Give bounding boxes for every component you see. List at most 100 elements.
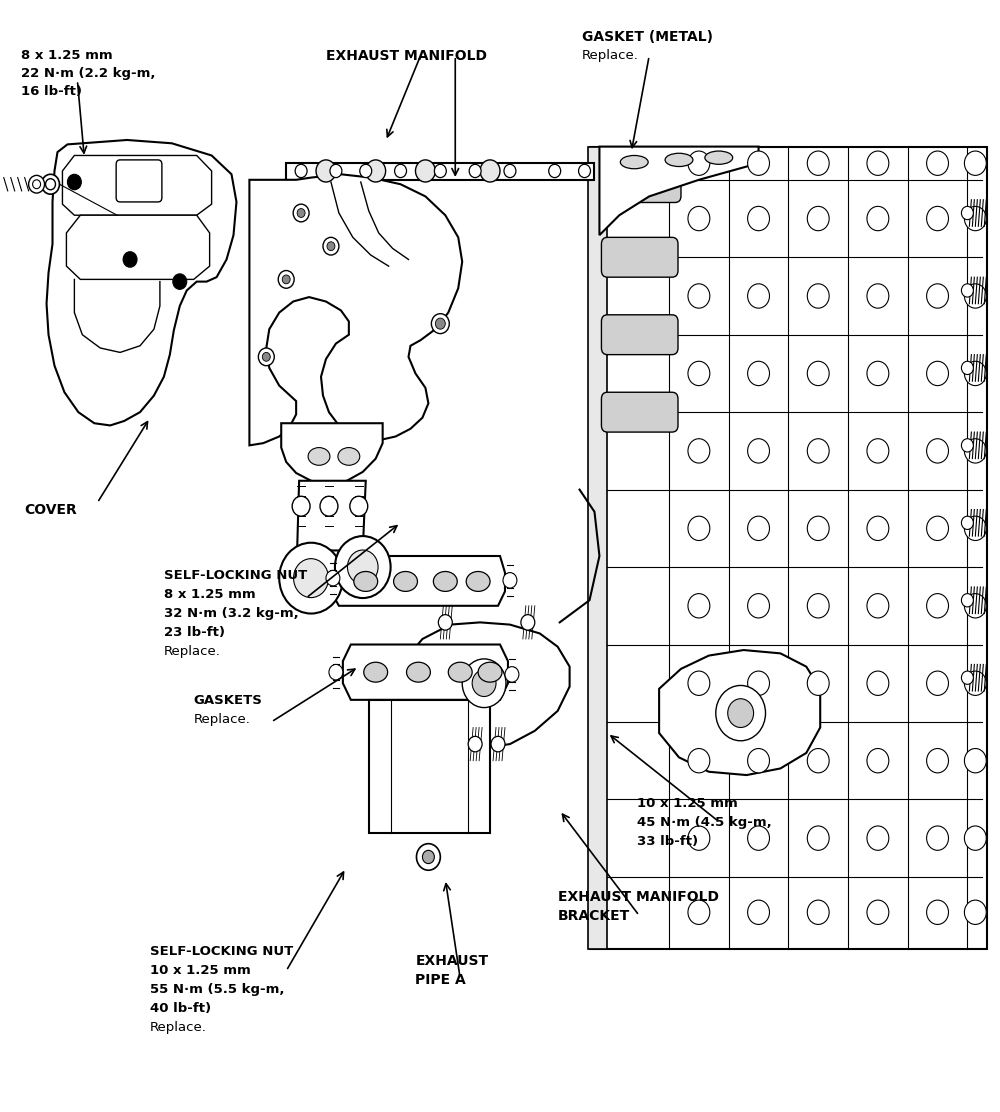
Polygon shape [343, 645, 508, 699]
Circle shape [350, 496, 368, 516]
Circle shape [316, 160, 336, 182]
Circle shape [867, 594, 889, 618]
Circle shape [807, 151, 829, 176]
FancyBboxPatch shape [116, 160, 162, 202]
Circle shape [927, 826, 948, 851]
Circle shape [964, 361, 986, 386]
Circle shape [927, 900, 948, 924]
Polygon shape [62, 156, 212, 216]
Circle shape [748, 748, 769, 773]
Circle shape [123, 251, 137, 267]
Text: 10 x 1.25 mm: 10 x 1.25 mm [150, 964, 251, 977]
Circle shape [867, 826, 889, 851]
Polygon shape [297, 480, 366, 550]
Circle shape [964, 748, 986, 773]
Circle shape [964, 826, 986, 851]
Circle shape [748, 594, 769, 618]
Circle shape [505, 667, 519, 682]
Circle shape [330, 165, 342, 178]
Circle shape [491, 736, 505, 752]
Circle shape [688, 748, 710, 773]
Circle shape [867, 439, 889, 463]
Circle shape [279, 543, 343, 614]
Circle shape [867, 284, 889, 308]
Circle shape [258, 348, 274, 366]
Text: Replace.: Replace. [194, 713, 251, 726]
Circle shape [29, 176, 45, 193]
Ellipse shape [354, 572, 378, 592]
Ellipse shape [338, 447, 360, 465]
Text: BRACKET: BRACKET [558, 909, 630, 923]
Circle shape [867, 361, 889, 386]
Circle shape [964, 207, 986, 230]
Circle shape [807, 826, 829, 851]
Polygon shape [369, 699, 490, 833]
Text: 23 lb-ft): 23 lb-ft) [164, 626, 225, 638]
FancyBboxPatch shape [601, 393, 678, 433]
Circle shape [688, 151, 710, 176]
Circle shape [521, 615, 535, 631]
Circle shape [867, 151, 889, 176]
Circle shape [395, 165, 407, 178]
Circle shape [688, 671, 710, 695]
Text: GASKET (METAL): GASKET (METAL) [582, 30, 713, 44]
Text: 33 lb-ft): 33 lb-ft) [637, 835, 698, 847]
Circle shape [33, 180, 41, 189]
Ellipse shape [620, 156, 648, 169]
Circle shape [504, 165, 516, 178]
Circle shape [807, 594, 829, 618]
Polygon shape [47, 140, 236, 426]
Circle shape [434, 165, 446, 178]
Polygon shape [659, 651, 820, 775]
Circle shape [927, 284, 948, 308]
Text: COVER: COVER [25, 503, 77, 517]
Circle shape [748, 151, 769, 176]
Circle shape [688, 439, 710, 463]
Circle shape [282, 275, 290, 284]
Circle shape [964, 594, 986, 618]
Ellipse shape [448, 663, 472, 682]
Circle shape [335, 536, 391, 598]
Circle shape [964, 284, 986, 308]
Text: 8 x 1.25 mm: 8 x 1.25 mm [21, 49, 112, 62]
Text: SELF-LOCKING NUT: SELF-LOCKING NUT [150, 945, 293, 959]
Circle shape [415, 160, 435, 182]
Circle shape [435, 318, 445, 329]
Circle shape [867, 900, 889, 924]
Circle shape [961, 671, 973, 684]
Ellipse shape [394, 572, 417, 592]
Circle shape [807, 439, 829, 463]
Ellipse shape [364, 663, 388, 682]
Polygon shape [281, 424, 383, 484]
Circle shape [807, 361, 829, 386]
Circle shape [927, 207, 948, 230]
Circle shape [688, 516, 710, 540]
Circle shape [468, 736, 482, 752]
Text: 40 lb-ft): 40 lb-ft) [150, 1002, 211, 1015]
Circle shape [688, 361, 710, 386]
Polygon shape [599, 147, 759, 235]
Circle shape [480, 160, 500, 182]
Polygon shape [286, 163, 594, 180]
Circle shape [294, 558, 329, 597]
Circle shape [867, 748, 889, 773]
Ellipse shape [705, 151, 733, 165]
Circle shape [278, 270, 294, 288]
Ellipse shape [308, 447, 330, 465]
Circle shape [964, 900, 986, 924]
FancyBboxPatch shape [601, 315, 678, 355]
Ellipse shape [466, 572, 490, 592]
Text: 22 N·m (2.2 kg-m,: 22 N·m (2.2 kg-m, [21, 67, 155, 80]
Circle shape [961, 439, 973, 451]
Text: EXHAUST MANIFOLD: EXHAUST MANIFOLD [558, 890, 719, 904]
Ellipse shape [665, 153, 693, 167]
Circle shape [807, 748, 829, 773]
Circle shape [262, 353, 270, 361]
Circle shape [748, 516, 769, 540]
Circle shape [323, 237, 339, 255]
Circle shape [431, 314, 449, 334]
Circle shape [579, 165, 590, 178]
Circle shape [927, 361, 948, 386]
Polygon shape [401, 623, 570, 748]
Circle shape [549, 165, 561, 178]
